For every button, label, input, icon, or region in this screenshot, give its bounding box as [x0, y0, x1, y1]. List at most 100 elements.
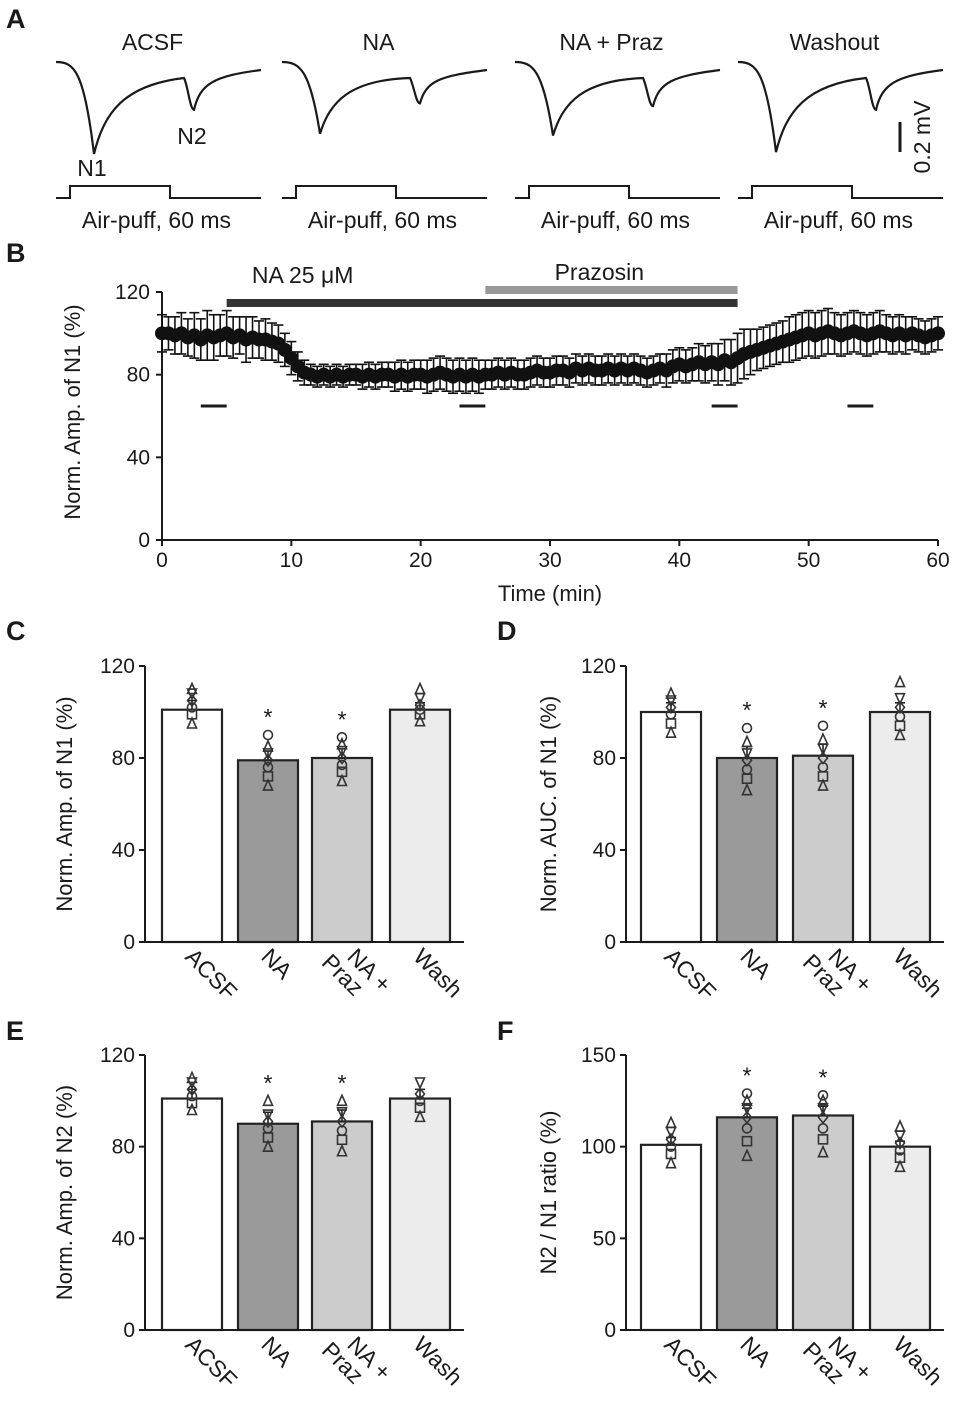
individual-data-point	[414, 681, 426, 695]
individual-data-point	[894, 692, 906, 706]
category-label: ACSF	[180, 1331, 242, 1393]
x-tick-label: 40	[668, 549, 691, 572]
significance-marker: *	[264, 704, 273, 730]
y-tick-label: 100	[581, 1136, 616, 1159]
panel-b: B 0 40 80 120 0 10 20 30 40 50 60 Time (min) Norm. A…	[6, 238, 950, 606]
bar	[868, 710, 932, 944]
individual-data-point	[186, 1082, 198, 1097]
x-tick-label: 0	[156, 549, 168, 572]
individual-data-point	[262, 753, 274, 768]
individual-data-point	[817, 778, 829, 791]
field-potential-trace	[514, 60, 721, 136]
field-potential-trace	[737, 60, 944, 153]
bar	[791, 1114, 855, 1332]
individual-data-point	[336, 759, 348, 771]
panel-letter-c: C	[6, 616, 26, 646]
individual-data-point	[262, 1123, 274, 1134]
bar	[639, 1143, 703, 1332]
drug-application-bar	[485, 286, 738, 294]
individual-data-point	[665, 1141, 677, 1152]
individual-data-point	[336, 1114, 348, 1129]
individual-data-point	[894, 1136, 906, 1150]
stimulus-label: Air-puff, 60 ms	[82, 207, 231, 233]
individual-data-point	[741, 1135, 753, 1147]
individual-data-point	[817, 1102, 829, 1116]
category-label: Wash	[408, 1331, 467, 1390]
panel-letter-f: F	[497, 1016, 514, 1046]
individual-data-point	[741, 753, 753, 768]
individual-data-point	[414, 1087, 426, 1101]
individual-data-point	[665, 708, 677, 720]
individual-data-point	[262, 1093, 274, 1107]
individual-data-point	[414, 1102, 426, 1114]
individual-data-point	[741, 1093, 753, 1107]
individual-data-point	[665, 695, 677, 708]
bar	[715, 1116, 779, 1332]
bar	[639, 710, 703, 944]
y-tick-label: 40	[112, 1227, 135, 1250]
individual-data-point	[665, 1115, 677, 1129]
significance-marker: *	[743, 697, 752, 723]
category-label: Wash	[888, 943, 947, 1002]
air-puff-stimulus-trace	[282, 185, 487, 199]
individual-data-point	[894, 1152, 906, 1163]
bar	[388, 708, 452, 944]
y-axis-title: N2 / N1 ratio (%)	[536, 1111, 561, 1275]
category-label: NA +Praz	[798, 933, 878, 1013]
individual-data-point	[817, 732, 829, 745]
individual-data-point	[665, 725, 677, 739]
individual-data-point	[741, 722, 753, 734]
individual-data-point	[186, 708, 198, 720]
individual-data-point	[336, 736, 348, 750]
air-puff-stimulus-trace	[515, 185, 720, 199]
stimulus-label: Air-puff, 60 ms	[764, 207, 913, 233]
category-label: NA	[735, 943, 776, 984]
x-tick-label: 60	[926, 549, 949, 572]
bar	[236, 759, 300, 944]
individual-data-point	[336, 1106, 348, 1120]
y-tick-label: 80	[112, 1136, 135, 1159]
category-label: NA	[735, 1331, 776, 1372]
category-label: NA +Praz	[317, 933, 397, 1013]
stimulus-label: Air-puff, 60 ms	[308, 207, 457, 233]
category-label: NA +Praz	[798, 1321, 878, 1401]
individual-data-point	[336, 1143, 348, 1157]
y-axis-title: Norm. Amp. of N1 (%)	[60, 304, 85, 519]
y-tick-label: 0	[123, 1319, 135, 1342]
y-tick-label: 50	[593, 1227, 616, 1250]
individual-data-point	[894, 1119, 906, 1132]
stimulus-label: Air-puff, 60 ms	[541, 207, 690, 233]
y-tick-label: 80	[127, 364, 150, 387]
individual-data-point	[741, 1148, 753, 1162]
panel-f: F ACSF * NA * NA +Praz Wash 0 50 100 150 N2 / N1 r…	[497, 1016, 948, 1401]
individual-data-point	[336, 773, 348, 787]
individual-data-point	[817, 1144, 829, 1158]
individual-data-point	[817, 751, 829, 765]
drug-bar-label: Prazosin	[555, 259, 644, 285]
individual-data-point	[262, 739, 274, 752]
individual-data-point	[336, 751, 348, 765]
individual-data-point	[262, 1114, 274, 1129]
individual-data-point	[414, 1095, 426, 1107]
y-tick-label: 120	[581, 655, 616, 678]
y-axis-title: Norm. Amp. of N2 (%)	[52, 1085, 77, 1300]
significance-marker: *	[338, 706, 347, 732]
individual-data-point	[894, 1159, 906, 1173]
category-label: ACSF	[659, 1331, 721, 1393]
bar	[236, 1122, 300, 1332]
y-tick-label: 120	[100, 655, 135, 678]
individual-data-point	[665, 1155, 677, 1169]
individual-data-point	[817, 1134, 829, 1145]
category-label: NA	[256, 943, 297, 984]
panel-e: E ACSF * NA * NA +Praz Wash 0 40 80 120 Norm. Amp.…	[6, 1016, 468, 1393]
individual-data-point	[741, 734, 753, 748]
x-tick-label: 50	[797, 549, 820, 572]
y-tick-label: 120	[115, 281, 150, 304]
category-label: Wash	[408, 943, 467, 1002]
individual-data-point	[817, 720, 829, 732]
individual-data-point	[262, 761, 274, 773]
y-tick-label: 40	[127, 446, 150, 469]
individual-data-point	[741, 782, 753, 796]
panel-d: D ACSF * NA * NA +Praz Wash 0 40 80 120 Norm. AUC.…	[497, 616, 948, 1013]
bar	[310, 1120, 374, 1332]
